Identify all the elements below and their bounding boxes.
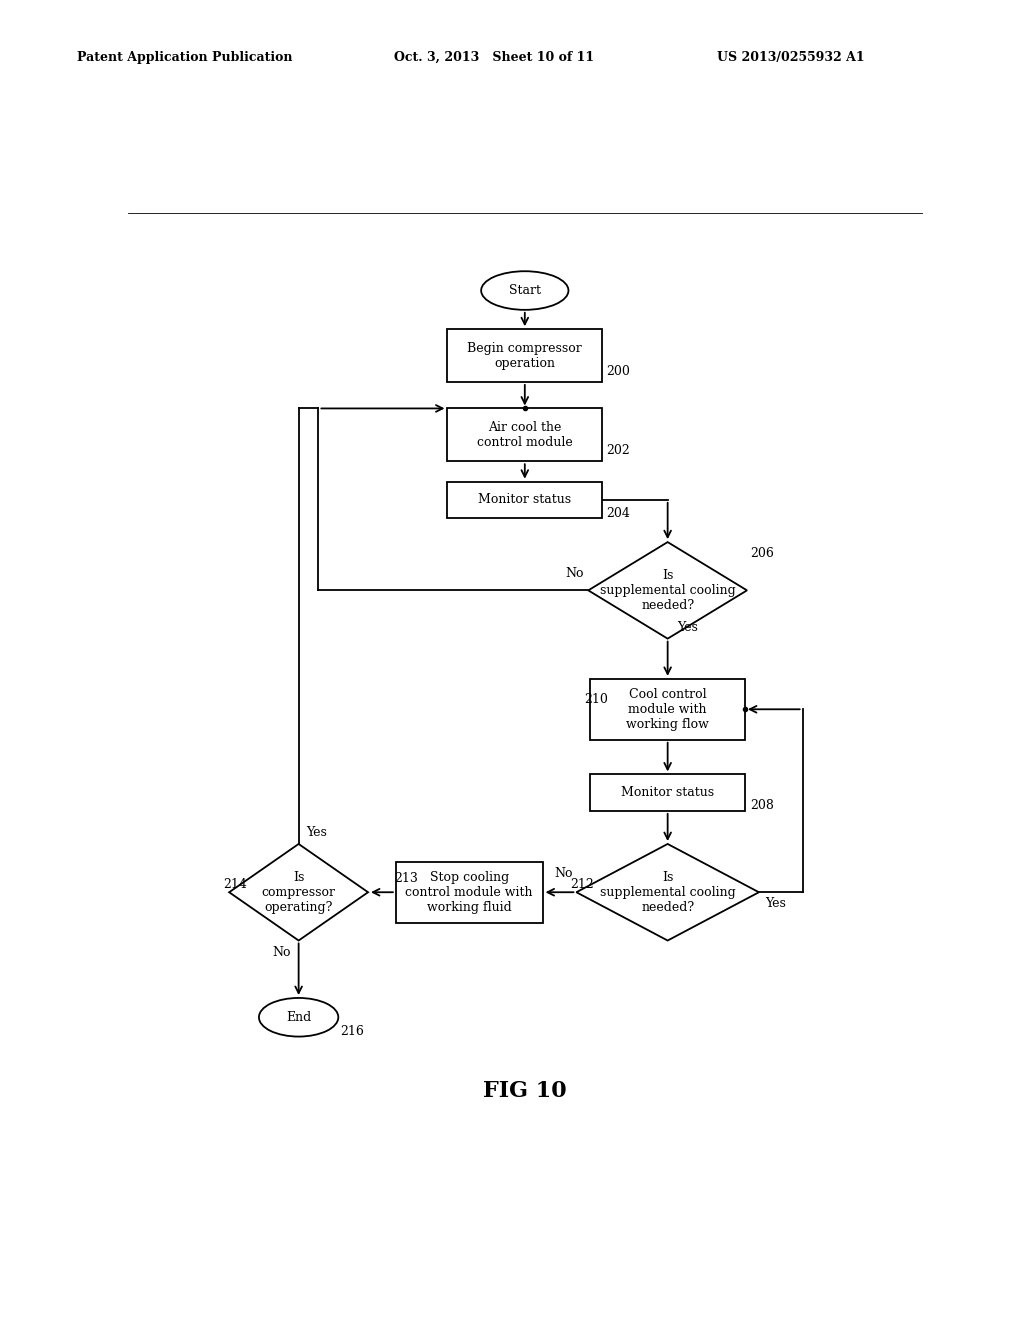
Text: 208: 208 <box>751 799 774 812</box>
Text: 200: 200 <box>606 364 630 378</box>
Text: No: No <box>554 867 572 880</box>
Bar <box>447 329 602 381</box>
Text: Yes: Yes <box>677 620 698 634</box>
Bar <box>447 482 602 519</box>
Text: No: No <box>272 945 291 958</box>
Text: 204: 204 <box>606 507 630 520</box>
Text: 213: 213 <box>394 873 418 884</box>
Text: No: No <box>566 568 585 581</box>
Text: Stop cooling
control module with
working fluid: Stop cooling control module with working… <box>406 871 534 913</box>
Text: Yes: Yes <box>765 898 786 911</box>
Text: Start: Start <box>509 284 541 297</box>
Polygon shape <box>229 843 368 941</box>
Bar <box>590 678 745 739</box>
Bar <box>590 775 745 810</box>
Bar <box>447 408 602 461</box>
Text: Cool control
module with
working flow: Cool control module with working flow <box>627 688 709 731</box>
Polygon shape <box>588 543 748 639</box>
Text: US 2013/0255932 A1: US 2013/0255932 A1 <box>717 50 864 63</box>
Text: 216: 216 <box>341 1026 365 1039</box>
Text: 214: 214 <box>223 878 247 891</box>
Text: Patent Application Publication: Patent Application Publication <box>77 50 292 63</box>
Text: Is
supplemental cooling
needed?: Is supplemental cooling needed? <box>600 569 735 612</box>
Text: 210: 210 <box>585 693 608 706</box>
Text: Monitor status: Monitor status <box>622 787 714 799</box>
Text: Is
compressor
operating?: Is compressor operating? <box>261 871 336 913</box>
Text: Oct. 3, 2013   Sheet 10 of 11: Oct. 3, 2013 Sheet 10 of 11 <box>394 50 594 63</box>
Text: Yes: Yes <box>306 826 328 840</box>
Text: 202: 202 <box>606 444 630 457</box>
Text: End: End <box>286 1011 311 1024</box>
Text: Is
supplemental cooling
needed?: Is supplemental cooling needed? <box>600 871 735 913</box>
Polygon shape <box>577 843 759 941</box>
Bar <box>396 862 543 923</box>
Text: Begin compressor
operation: Begin compressor operation <box>467 342 583 370</box>
Text: FIG 10: FIG 10 <box>483 1081 566 1102</box>
Text: 212: 212 <box>570 878 594 891</box>
Text: Air cool the
control module: Air cool the control module <box>477 421 572 449</box>
Text: 206: 206 <box>751 546 774 560</box>
Text: Monitor status: Monitor status <box>478 494 571 507</box>
